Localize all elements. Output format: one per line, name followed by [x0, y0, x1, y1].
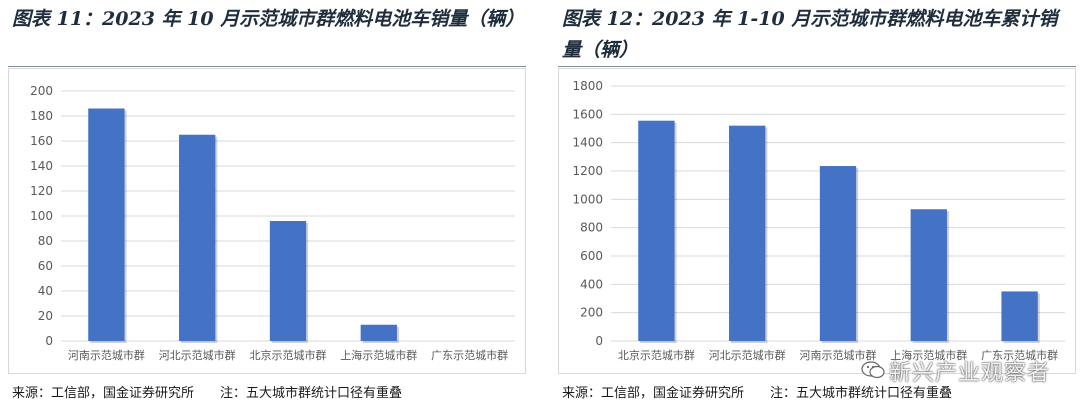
- title-divider: [558, 66, 1076, 67]
- x-tick-label: 河北示范城市群: [159, 348, 236, 362]
- y-tick-label: 160: [30, 134, 53, 148]
- bar: [819, 166, 857, 341]
- x-tick-label: 北京示范城市群: [618, 348, 695, 362]
- bar: [1001, 291, 1038, 341]
- wechat-icon: [861, 361, 885, 379]
- y-tick-label: 120: [30, 184, 53, 198]
- bar: [360, 324, 397, 341]
- bar-chart: 0 20 40 60 80 100 120 140 160 180 200 河南示范城市群 河北示范城市…: [30, 84, 515, 362]
- x-tick-label: 北京示范城市群: [250, 348, 327, 362]
- note-text: 注：五大城市群统计口径有重叠: [770, 386, 953, 401]
- y-tick-label: 200: [580, 306, 603, 320]
- chart-panel-left: 图表 11：2023 年 10 月示范城市群燃料电池车销量（辆） 0 20 40 60…: [0, 0, 530, 420]
- x-tick-label: 上海示范城市群: [340, 348, 417, 362]
- x-tick-label: 河北示范城市群: [709, 348, 786, 362]
- source-text: 来源：工信部，国金证券研究所: [562, 386, 745, 401]
- y-tick-label: 140: [30, 159, 53, 173]
- y-tick-label: 600: [580, 249, 603, 263]
- source-line: 来源：工信部，国金证券研究所 注：五大城市群统计口径有重叠: [562, 382, 952, 401]
- y-tick-label: 40: [38, 284, 53, 298]
- y-tick-label: 100: [30, 209, 53, 223]
- watermark: 新兴产业观察者: [888, 361, 1050, 386]
- y-tick-label: 1400: [572, 136, 603, 150]
- y-tick-label: 180: [30, 109, 53, 123]
- bar: [88, 108, 125, 341]
- title-divider: [8, 66, 526, 67]
- y-tick-label: 20: [38, 309, 53, 323]
- chart-title: 图表 12：2023 年 1-10 月示范城市群燃料电池车累计销量（辆）: [562, 8, 1058, 61]
- x-tick-label: 广东示范城市群: [431, 348, 508, 362]
- bar: [729, 125, 766, 341]
- x-tick-label: 上海示范城市群: [890, 348, 967, 362]
- y-tick-label: 1600: [572, 107, 603, 121]
- chart-title: 图表 11：2023 年 10 月示范城市群燃料电池车销量（辆）: [12, 8, 525, 30]
- x-tick-label: 河南示范城市群: [800, 348, 877, 362]
- source-line: 来源：工信部，国金证券研究所 注：五大城市群统计口径有重叠: [12, 382, 402, 401]
- y-tick-label: 400: [580, 277, 603, 291]
- y-tick-label: 80: [38, 234, 53, 248]
- y-tick-label: 200: [30, 84, 53, 98]
- chart-panel-right: 图表 12：2023 年 1-10 月示范城市群燃料电池车累计销量（辆） 0 20…: [550, 0, 1080, 420]
- y-tick-label: 0: [45, 334, 53, 348]
- y-tick-label: 60: [38, 259, 53, 273]
- bar: [910, 209, 947, 341]
- y-tick-label: 1200: [572, 164, 603, 178]
- x-tick-label: 河南示范城市群: [68, 348, 145, 362]
- bar: [638, 120, 675, 341]
- plot-area: 0 200 400 600 800 1000 1200 1400 1600 1800 北京示范城市群…: [558, 68, 1076, 374]
- y-tick-label: 800: [580, 221, 603, 235]
- bar: [269, 221, 307, 341]
- note-text: 注：五大城市群统计口径有重叠: [220, 386, 403, 401]
- source-text: 来源：工信部，国金证券研究所: [12, 386, 195, 401]
- y-tick-label: 0: [595, 334, 603, 348]
- y-tick-label: 1000: [572, 192, 603, 206]
- x-tick-label: 广东示范城市群: [981, 348, 1058, 362]
- plot-area: 0 20 40 60 80 100 120 140 160 180 200 河南示范城市群 河北示范城市…: [8, 68, 526, 374]
- bar-chart: 0 200 400 600 800 1000 1200 1400 1600 1800 北京示范城市群…: [572, 79, 1065, 362]
- y-tick-label: 1800: [572, 79, 603, 93]
- bar: [179, 134, 216, 341]
